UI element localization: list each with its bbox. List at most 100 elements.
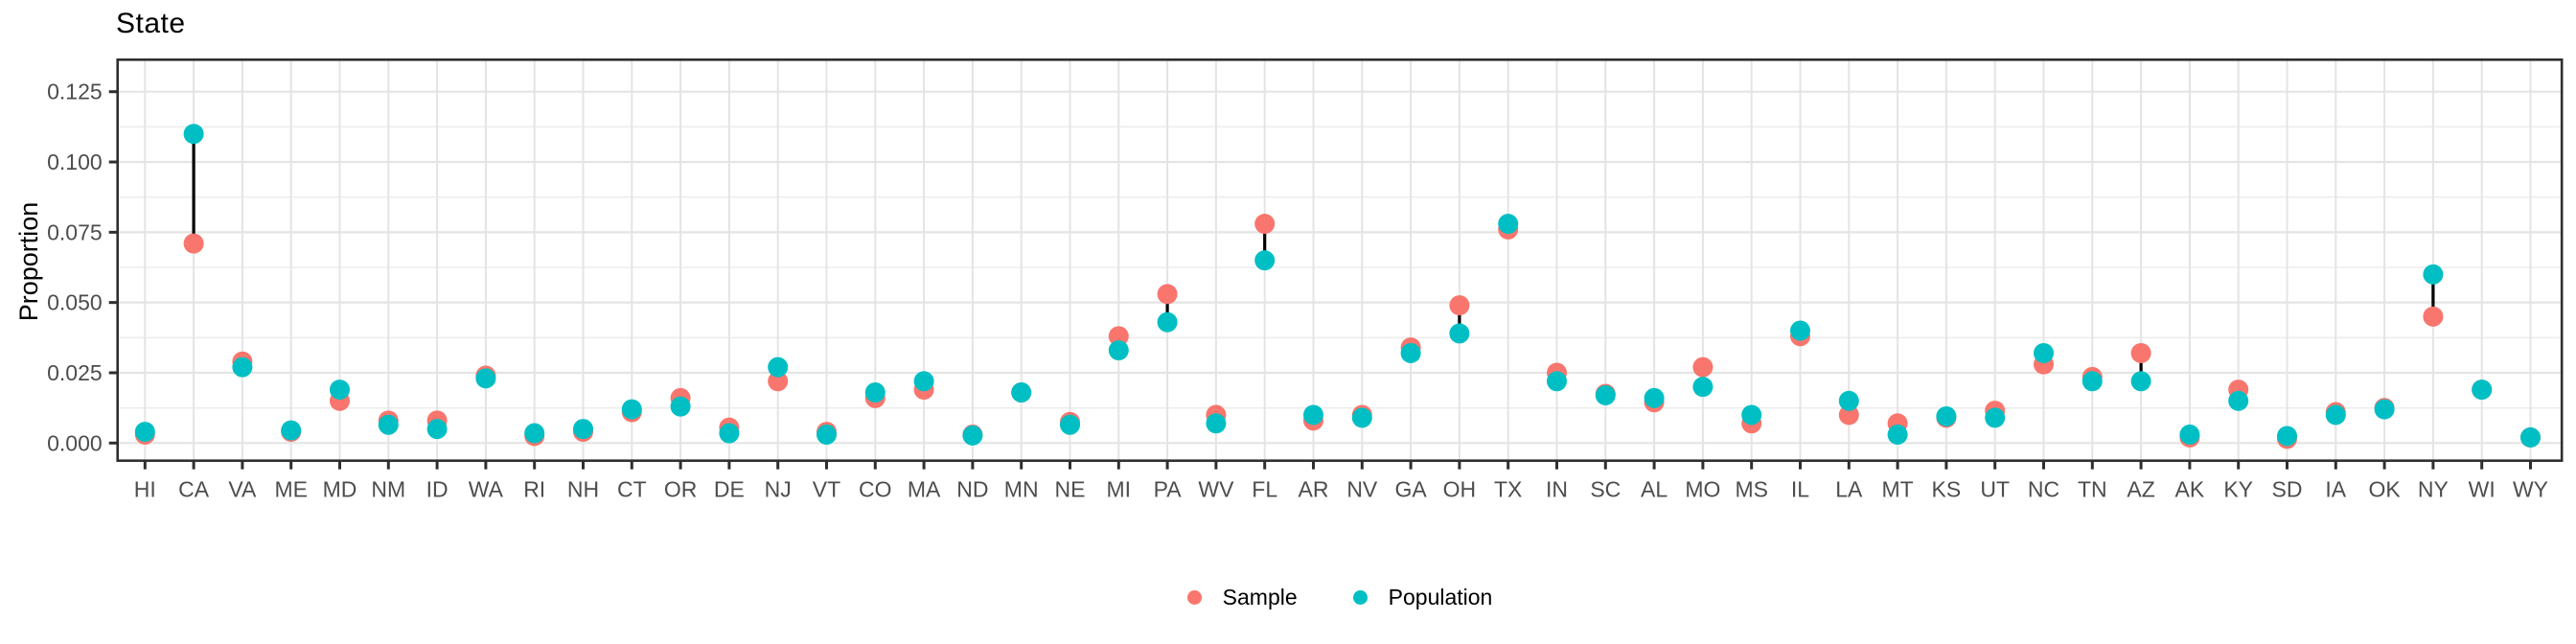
population-dot-CA [183, 124, 204, 145]
x-tick-label-IL: IL [1791, 477, 1809, 502]
x-tick-label-FL: FL [1252, 477, 1277, 502]
population-dot-MT [1887, 425, 1908, 446]
x-tick-label-TX: TX [1494, 477, 1522, 502]
y-tick-label-0.100: 0.100 [47, 150, 103, 174]
x-tick-label-CO: CO [859, 477, 892, 502]
y-tick-label-0.000: 0.000 [47, 430, 103, 455]
x-tick-label-KY: KY [2223, 477, 2253, 502]
legend-item-population: Population [1352, 584, 1493, 610]
x-tick-label-AL: AL [1641, 477, 1668, 502]
sample-dot-MO [1692, 356, 1714, 378]
legend-label: Population [1388, 584, 1493, 610]
x-tick-label-NJ: NJ [765, 477, 792, 502]
x-tick-label-NE: NE [1055, 477, 1086, 502]
x-tick-label-MS: MS [1735, 477, 1768, 502]
x-tick-label-IN: IN [1546, 477, 1568, 502]
x-tick-label-SD: SD [2272, 477, 2303, 502]
x-tick-label-RI: RI [523, 477, 545, 502]
population-dot-NV [1351, 407, 1372, 428]
sample-dot-NY [2423, 306, 2444, 327]
x-tick-label-PA: PA [1154, 477, 1183, 502]
x-tick-label-NC: NC [2028, 477, 2059, 502]
y-tick-label-0.125: 0.125 [47, 80, 103, 104]
x-tick-label-MA: MA [908, 477, 941, 502]
population-dot-IL [1790, 320, 1810, 341]
population-dot-ME [281, 420, 302, 441]
x-tick-label-UT: UT [1980, 477, 2010, 502]
x-tick-label-WV: WV [1198, 477, 1234, 502]
x-tick-label-NM: NM [371, 477, 405, 502]
y-tick-label-0.050: 0.050 [47, 290, 103, 315]
population-dot-RI [524, 423, 545, 444]
sample-dot-NJ [768, 371, 789, 392]
population-dot-PA [1157, 311, 1178, 333]
population-dot-AZ [2130, 371, 2151, 392]
x-tick-label-MN: MN [1004, 477, 1039, 502]
population-dot-NE [1060, 414, 1080, 435]
population-dot-ID [426, 419, 448, 440]
x-tick-label-GA: GA [1394, 477, 1427, 502]
population-dot-KS [1936, 405, 1957, 426]
x-tick-label-LA: LA [1835, 477, 1863, 502]
population-dot-NY [2423, 264, 2444, 285]
x-tick-label-CA: CA [178, 477, 210, 502]
population-dot-NJ [768, 356, 789, 378]
population-dot-AR [1303, 404, 1323, 426]
x-tick-label-OH: OH [1443, 477, 1477, 502]
population-dot-MI [1108, 340, 1129, 361]
population-dot-CT [621, 399, 642, 420]
x-tick-label-MD: MD [323, 477, 357, 502]
population-dot-MS [1741, 404, 1762, 426]
panel-background [117, 59, 2563, 461]
sample-dot-AZ [2130, 342, 2151, 363]
population-dot-ND [962, 425, 983, 446]
y-tick-label-0.075: 0.075 [47, 219, 103, 244]
x-tick-label-WA: WA [469, 477, 504, 502]
sample-dot-CA [183, 233, 204, 254]
x-tick-label-DE: DE [714, 477, 745, 502]
population-dot-NH [573, 419, 593, 440]
population-dot-WA [475, 368, 496, 389]
legend-label: Sample [1222, 584, 1298, 610]
population-dot-IN [1547, 371, 1567, 392]
panel-border [116, 58, 2564, 462]
population-dot-OH [1449, 323, 1470, 344]
x-tick-label-HI: HI [134, 477, 156, 502]
population-dot-WY [2520, 426, 2541, 448]
population-dot-MO [1692, 377, 1714, 398]
x-tick-label-NV: NV [1346, 477, 1378, 502]
chart-legend: Sample Population [118, 576, 2562, 618]
population-dot-MD [330, 380, 350, 401]
x-tick-label-NY: NY [2418, 477, 2449, 502]
population-dot-MN [1011, 382, 1032, 403]
legend-population-dot-icon [1352, 589, 1368, 605]
sample-dot-PA [1157, 284, 1178, 305]
x-tick-label-AR: AR [1299, 477, 1329, 502]
x-tick-label-ND: ND [956, 477, 988, 502]
x-tick-label-VA: VA [228, 477, 257, 502]
population-dot-FL [1254, 250, 1276, 271]
population-dot-WI [2472, 380, 2493, 401]
chart-title: State [116, 8, 186, 39]
population-dot-NM [378, 414, 399, 435]
x-tick-label-NH: NH [567, 477, 599, 502]
population-dot-WV [1206, 413, 1227, 434]
x-tick-label-CT: CT [617, 477, 647, 502]
y-tick-label-0.025: 0.025 [47, 360, 103, 385]
sample-dot-OH [1449, 295, 1470, 316]
population-dot-OK [2374, 399, 2395, 420]
sample-dot-FL [1254, 214, 1276, 235]
x-tick-label-KS: KS [1932, 477, 1962, 502]
legend-item-sample: Sample [1186, 584, 1298, 610]
x-tick-label-AZ: AZ [2127, 477, 2154, 502]
population-dot-MA [913, 371, 934, 392]
population-dot-VA [232, 356, 253, 378]
population-dot-OR [670, 396, 691, 417]
population-dot-SD [2277, 426, 2297, 447]
x-tick-label-WY: WY [2513, 477, 2548, 502]
population-dot-CO [864, 382, 886, 403]
x-tick-label-AK: AK [2175, 477, 2205, 502]
population-dot-KY [2228, 390, 2249, 411]
